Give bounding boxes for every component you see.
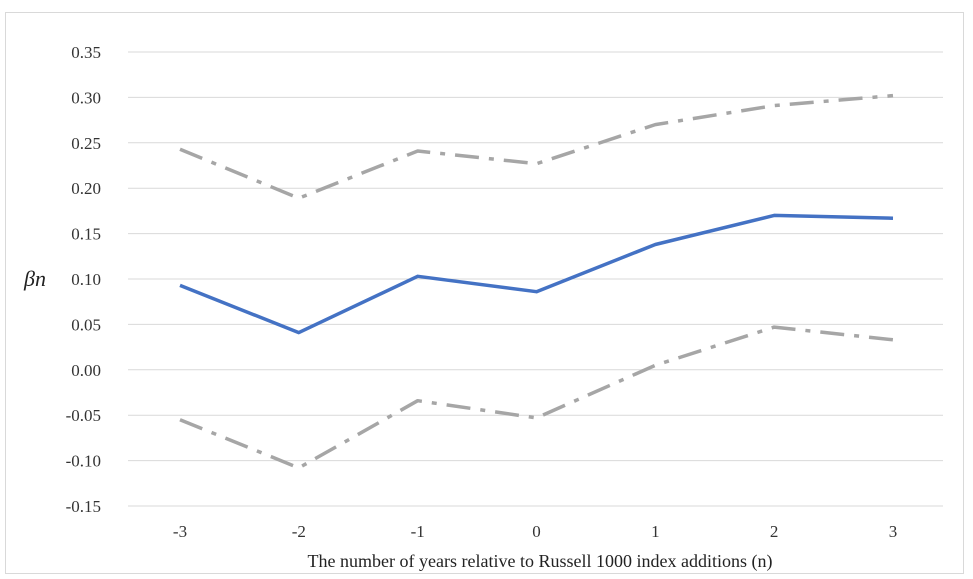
y-tick-label: 0.30	[71, 88, 101, 107]
x-tick-label: 3	[889, 522, 898, 541]
x-axis-label: The number of years relative to Russell …	[308, 551, 773, 572]
y-tick-label: 0.15	[71, 225, 101, 244]
x-tick-label: -1	[411, 522, 425, 541]
x-tick-labels: -3 -2 -1 0 1 2 3	[173, 522, 897, 541]
x-tick-label: -3	[173, 522, 187, 541]
y-tick-label: 0.35	[71, 43, 101, 62]
series-line-confidence-bound	[179, 93, 894, 200]
y-tick-label: -0.10	[66, 452, 101, 471]
series-line-confidence-bound	[179, 325, 894, 470]
chart-frame	[5, 12, 964, 574]
y-axis-label: βn	[23, 266, 46, 291]
x-tick-label: 2	[770, 522, 779, 541]
series-lines	[179, 93, 894, 470]
x-tick-label: 1	[651, 522, 660, 541]
series-line-estimate	[179, 213, 894, 335]
y-tick-labels: -0.15 -0.10 -0.05 0.00 0.05 0.10 0.15 0.20 0.25 0…	[66, 43, 101, 516]
y-tick-label: 0.05	[71, 315, 101, 334]
y-tick-label: -0.15	[66, 497, 101, 516]
x-tick-label: -2	[292, 522, 306, 541]
y-tick-label: 0.25	[71, 134, 101, 153]
y-tick-label: 0.20	[71, 179, 101, 198]
y-tick-label: 0.00	[71, 361, 101, 380]
gridlines	[128, 51, 943, 507]
y-tick-label: 0.10	[71, 270, 101, 289]
x-tick-label: 0	[532, 522, 541, 541]
y-tick-label: -0.05	[66, 406, 101, 425]
